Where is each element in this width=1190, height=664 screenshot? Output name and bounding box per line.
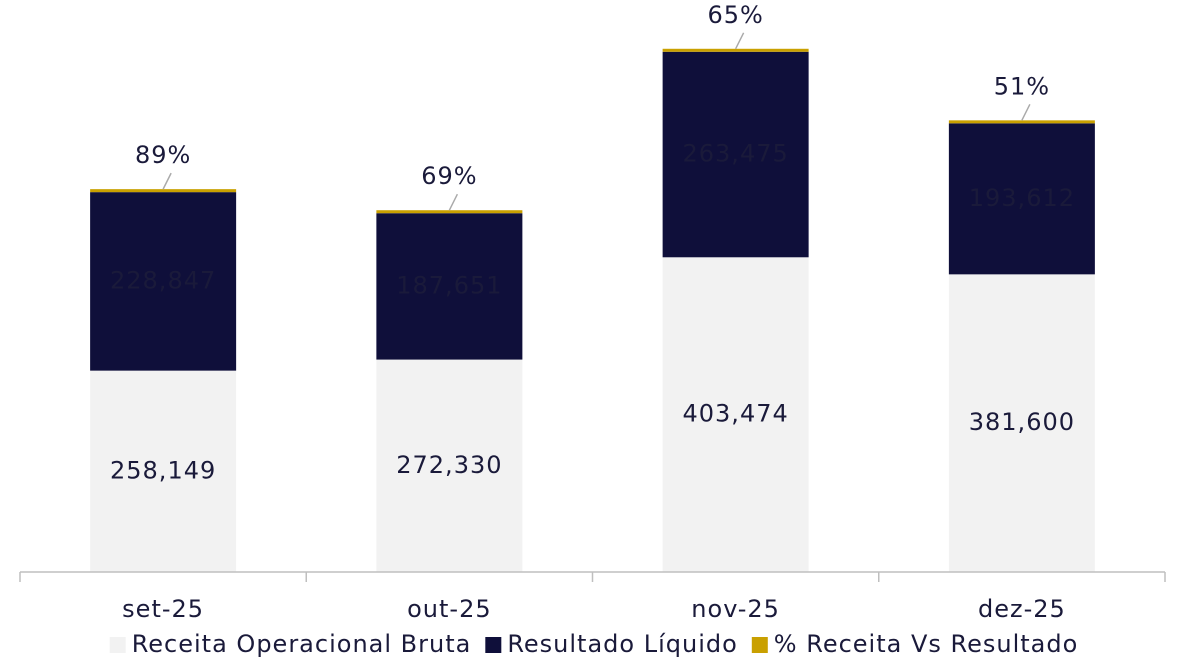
bar-segment: [376, 210, 523, 214]
leader-line: [162, 172, 172, 190]
bar-segment: [662, 51, 809, 258]
leader-line: [734, 32, 745, 50]
data-label: 381,600: [969, 408, 1075, 436]
bar-segment: [376, 213, 523, 360]
bar-segment: [948, 123, 1095, 275]
legend-swatch: [109, 637, 126, 653]
legend-label: Receita Operacional Bruta: [132, 630, 472, 658]
bar-segment: [90, 192, 237, 371]
bar-segment: [90, 370, 237, 572]
leader-line: [448, 193, 459, 211]
data-label: 403,474: [683, 400, 789, 428]
bar-segment: [376, 359, 523, 572]
legend-swatch: [485, 637, 502, 653]
x-tick-label: set-25: [122, 595, 204, 623]
bar-segment: [948, 274, 1095, 572]
data-label: 89%: [135, 141, 191, 169]
data-label: 263,475: [683, 140, 789, 168]
x-tick-label: nov-25: [691, 595, 780, 623]
bar-segment: [662, 48, 809, 52]
x-tick-label: dez-25: [978, 595, 1066, 623]
data-label: 272,330: [396, 451, 502, 479]
data-label: 258,149: [110, 456, 216, 484]
data-label: 69%: [421, 162, 477, 190]
data-label: 193,612: [969, 184, 1075, 212]
bar-segment: [662, 257, 809, 572]
bar-segment: [90, 189, 237, 193]
data-label: 65%: [707, 1, 763, 29]
leader-line: [1021, 103, 1031, 121]
x-tick-label: out-25: [407, 595, 492, 623]
legend-label: % Receita Vs Resultado: [774, 630, 1079, 658]
legend-label: Resultado Líquido: [507, 630, 737, 658]
data-label: 228,847: [110, 266, 216, 294]
legend-swatch: [751, 637, 768, 653]
data-label: 187,651: [396, 271, 502, 299]
data-label: 51%: [994, 72, 1050, 100]
bar-segment: [948, 120, 1095, 124]
